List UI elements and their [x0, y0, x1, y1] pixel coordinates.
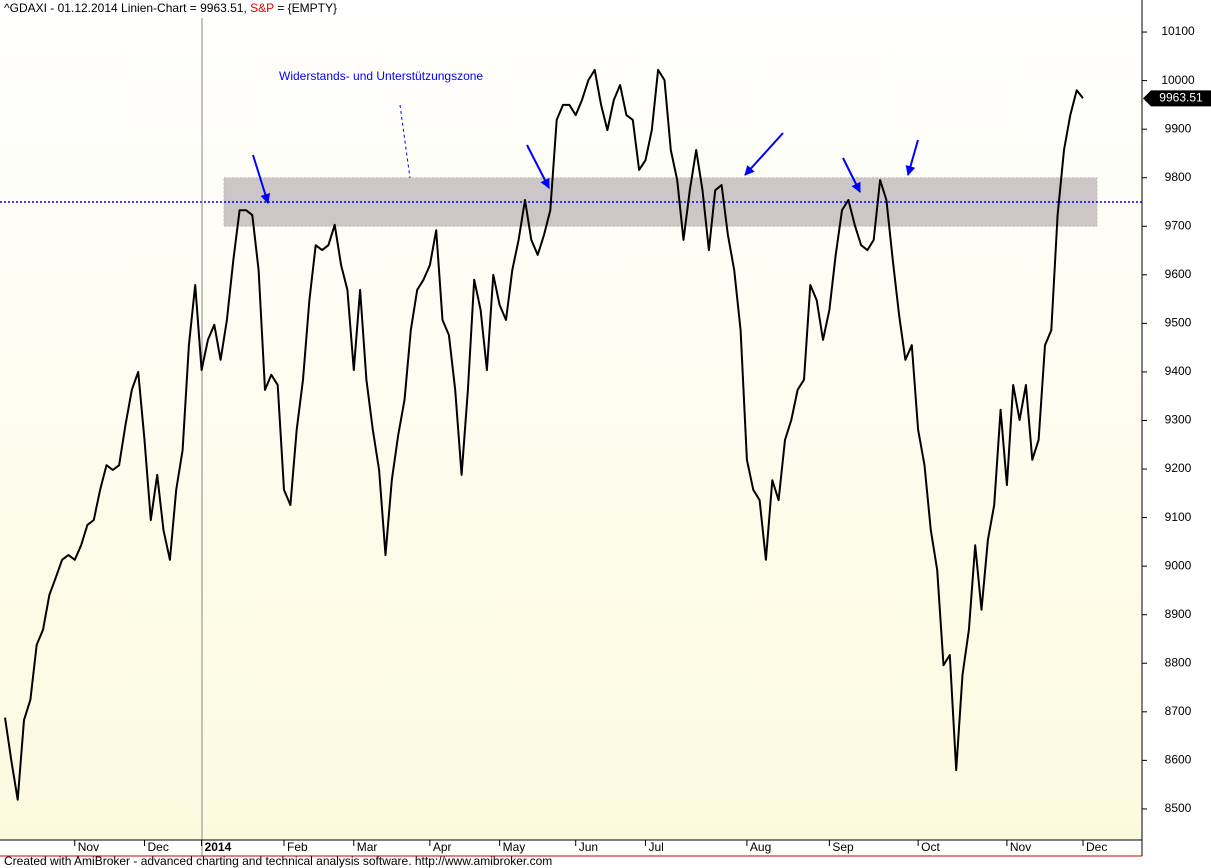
y-tick-label: 9100 [1165, 510, 1192, 524]
x-tick-label: Aug [750, 840, 771, 854]
title-separator: , [243, 1, 246, 15]
y-tick-label: 9400 [1165, 364, 1192, 378]
x-tick-label: Feb [287, 840, 308, 854]
x-tick-label: Apr [433, 840, 452, 854]
arrow [842, 157, 861, 193]
x-tick-label: 2014 [205, 840, 232, 854]
title-text: ^GDAXI - 01.12.2014 Linien-Chart = [4, 1, 197, 15]
y-tick-label: 9300 [1165, 413, 1192, 427]
y-tick-label: 10100 [1161, 24, 1195, 38]
arrow [526, 144, 550, 189]
x-tick-label: Oct [921, 840, 940, 854]
y-tick-label: 8500 [1165, 801, 1192, 815]
x-tick-label: Sep [832, 840, 854, 854]
y-tick-label: 9000 [1165, 558, 1192, 572]
y-tick-label: 9900 [1165, 121, 1192, 135]
y-tick-label: 8600 [1165, 753, 1192, 767]
x-tick-label: Dec [1086, 840, 1107, 854]
y-tick-label: 9500 [1165, 316, 1192, 330]
y-tick-label: 8900 [1165, 607, 1192, 621]
price-line [4, 68, 1084, 801]
x-tick-label: Mar [357, 840, 378, 854]
x-tick-label: Dec [148, 840, 169, 854]
footer: Created with AmiBroker - advanced charti… [4, 854, 552, 868]
y-tick-label: 9600 [1165, 267, 1192, 281]
y-tick-label: 9800 [1165, 170, 1192, 184]
value-box-label: 9963.51 [1159, 90, 1203, 104]
y-tick-label: 8700 [1165, 704, 1192, 718]
arrow [744, 132, 784, 176]
chart-title: ^GDAXI - 01.12.2014 Linien-Chart = 9963.… [4, 1, 337, 15]
value-box [1143, 90, 1211, 107]
y-tick-label: 9700 [1165, 218, 1192, 232]
x-tick-label: May [503, 840, 526, 854]
title-value: 9963.51 [200, 1, 244, 15]
y-tick-label: 10000 [1161, 73, 1195, 87]
x-tick-label: Nov [1010, 840, 1031, 854]
indicator-value: = {EMPTY} [277, 1, 337, 15]
plot-background [0, 0, 1142, 840]
arrows [252, 132, 919, 204]
zone-layer [0, 177, 1142, 227]
x-tick-label: Jun [579, 840, 598, 854]
y-tick-label: 9200 [1165, 461, 1192, 475]
annotation: Widerstands- und Unterstützungszone [279, 69, 483, 83]
arrow [252, 154, 271, 204]
x-tick-label: Nov [78, 840, 99, 854]
annotation-leader [399, 104, 411, 179]
arrow [905, 139, 919, 176]
y-tick-label: 8800 [1165, 655, 1192, 669]
x-tick-label: Jul [648, 840, 663, 854]
indicator-label: S&P [250, 1, 274, 15]
